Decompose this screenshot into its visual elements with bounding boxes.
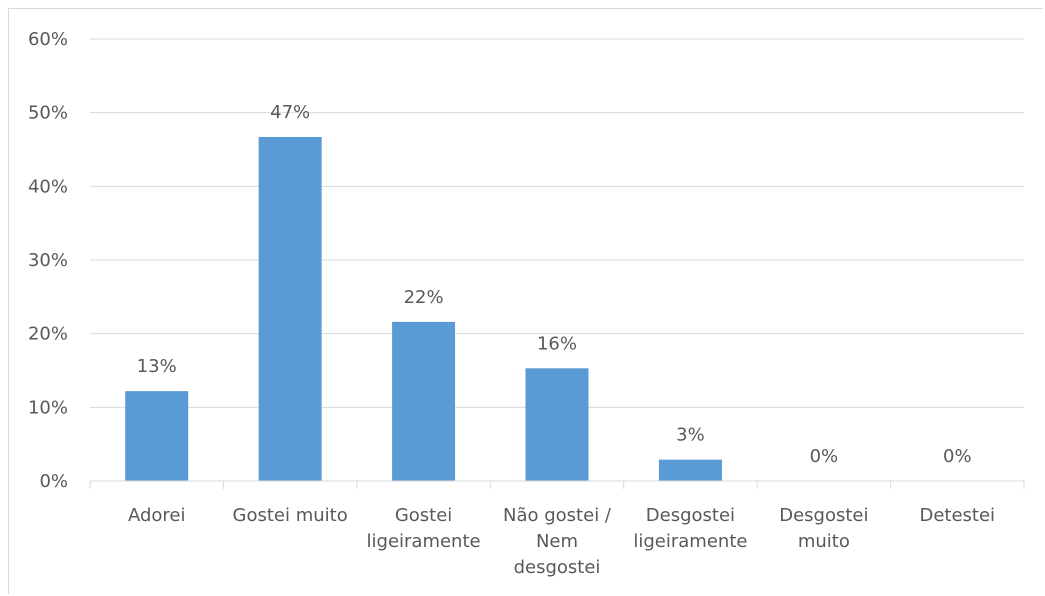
x-category-label-line: Gostei muito xyxy=(233,505,348,526)
x-category-label: Detestei xyxy=(919,505,995,526)
x-category-label-line: Desgostei xyxy=(779,505,868,526)
x-category-label-line: Não gostei / xyxy=(503,505,612,526)
x-axis: Adorei Gostei muito Gostei ligeiramente Não … xyxy=(89,480,1025,578)
data-label: 47% xyxy=(270,102,310,123)
y-tick-label: 10% xyxy=(28,397,68,418)
x-category-label: Gostei muito xyxy=(233,505,348,526)
bar xyxy=(258,136,322,481)
y-tick-label: 60% xyxy=(28,29,68,50)
data-label: 16% xyxy=(537,333,577,354)
data-label: 13% xyxy=(137,356,177,377)
x-category-label: Desgostei ligeiramente xyxy=(633,505,747,552)
x-category-label: Gostei ligeiramente xyxy=(367,505,481,552)
y-tick-label: 20% xyxy=(28,324,68,345)
y-tick-label: 50% xyxy=(28,103,68,124)
data-label: 0% xyxy=(943,446,972,467)
x-category-label: Adorei xyxy=(128,505,186,526)
x-category-label: Desgostei muito xyxy=(779,505,868,552)
x-category-label-line: Desgostei xyxy=(646,505,735,526)
data-label: 3% xyxy=(676,425,705,446)
x-category-label-line: Detestei xyxy=(919,505,995,526)
chart-frame xyxy=(8,8,1043,594)
x-category-label: Não gostei / Nem desgostei xyxy=(503,505,612,578)
x-category-label-line: ligeiramente xyxy=(633,531,747,552)
x-category-label-line: Nem xyxy=(536,531,578,552)
y-tick-label: 40% xyxy=(28,176,68,197)
bar xyxy=(392,321,456,481)
data-labels: 13% 47% 22% 16% 3% 0% 0% xyxy=(137,102,972,467)
x-category-label-line: muito xyxy=(798,531,850,552)
data-label: 22% xyxy=(404,287,444,308)
bar xyxy=(525,368,589,481)
x-category-label-line: ligeiramente xyxy=(367,531,481,552)
x-category-label-line: Gostei xyxy=(395,505,452,526)
y-tick-label: 0% xyxy=(39,471,68,492)
bar xyxy=(125,391,189,481)
bar xyxy=(658,459,722,481)
x-category-label-line: Adorei xyxy=(128,505,186,526)
x-category-label-line: desgostei xyxy=(514,557,601,578)
y-axis-ticks: 0% 10% 20% 30% 40% 50% 60% xyxy=(28,29,68,492)
bars xyxy=(125,136,722,481)
data-label: 0% xyxy=(810,446,839,467)
y-tick-label: 30% xyxy=(28,250,68,271)
